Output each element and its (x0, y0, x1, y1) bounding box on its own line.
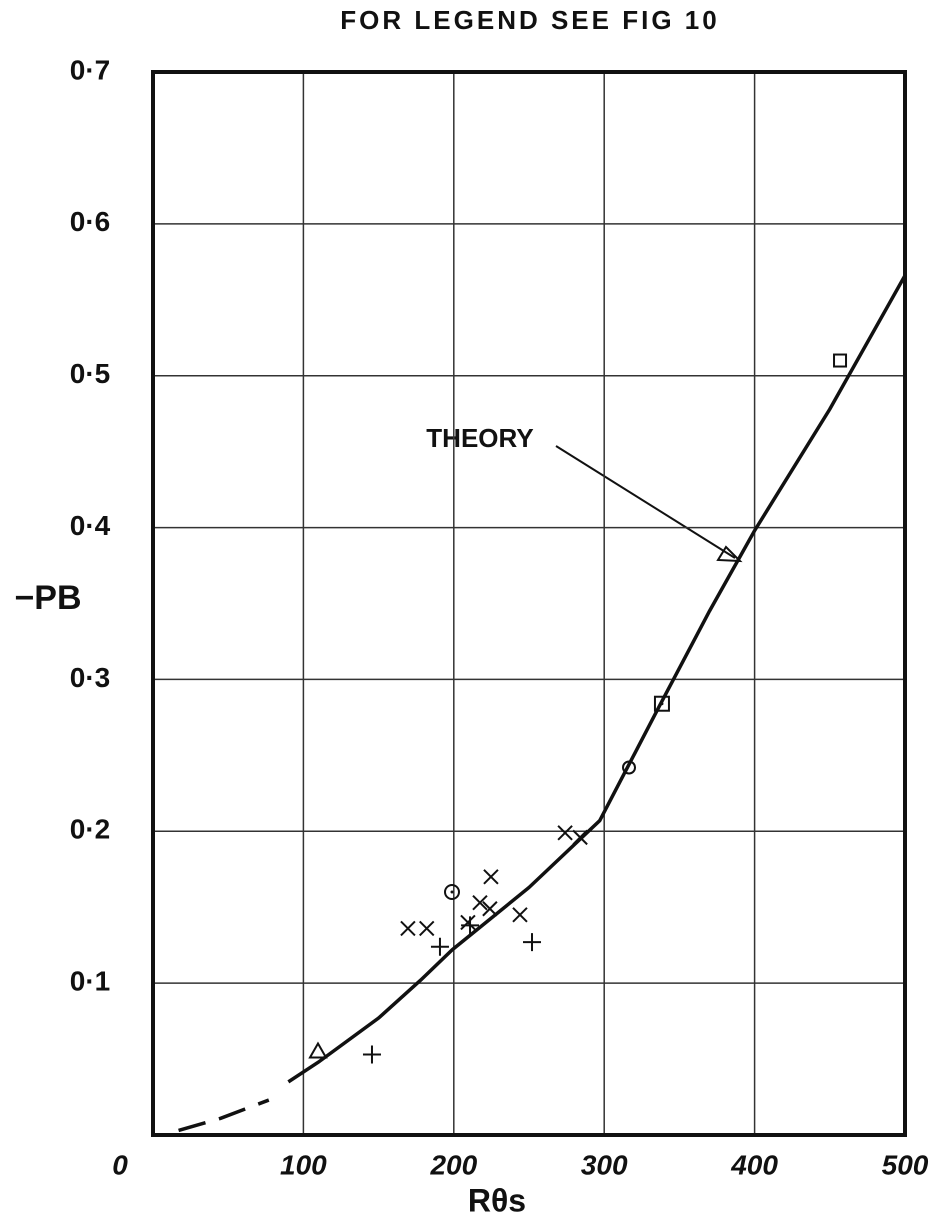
y-tick-label: 0·4 (70, 510, 111, 541)
cross-marker (472, 894, 488, 911)
cross-marker (419, 920, 435, 937)
theory-curve (178, 1098, 270, 1133)
dot (660, 702, 664, 706)
annotation-arrow (555, 445, 736, 559)
y-tick-label: 0·5 (70, 358, 110, 389)
cross-marker (572, 829, 588, 846)
x-tick-label: 100 (280, 1149, 327, 1180)
y-tick-label: 0·7 (70, 54, 110, 85)
arrow-head (716, 545, 743, 563)
x-tick-label: 500 (882, 1149, 929, 1180)
cross-marker (482, 901, 498, 917)
y-tick-label: 0·6 (70, 206, 110, 237)
plus-marker (430, 937, 449, 956)
x-tick-label: 400 (730, 1149, 778, 1180)
x-axis-label: Rθs (468, 1182, 526, 1218)
x-tick-label: 0 (112, 1149, 128, 1180)
y-tick-label: 0·1 (70, 966, 110, 997)
x-tick-label: 300 (581, 1149, 628, 1180)
y-axis-label: −PB (14, 579, 81, 617)
dot (450, 890, 454, 894)
cross-marker (400, 920, 416, 937)
cross-marker (483, 869, 499, 885)
cross-marker (460, 914, 476, 931)
plus-marker (362, 1045, 381, 1064)
y-tick-label: 0·2 (70, 814, 110, 845)
circle-marker (622, 760, 637, 775)
cross-marker (557, 825, 573, 841)
y-tick-label: 0·3 (70, 662, 110, 693)
x-tick-label: 200 (429, 1149, 477, 1180)
chart-title: FOR LEGEND SEE FIG 10 (340, 5, 719, 35)
dotted-circle-marker (443, 884, 460, 901)
cross-marker (512, 907, 528, 923)
triangle-marker (308, 1041, 328, 1059)
plus-marker (523, 933, 542, 952)
annotation: THEORY (426, 423, 533, 453)
theory-curve (287, 274, 907, 1084)
dotted-square-marker (653, 695, 670, 712)
plot-frame (151, 70, 907, 1137)
square-marker (833, 353, 848, 368)
plus-marker (461, 916, 480, 935)
